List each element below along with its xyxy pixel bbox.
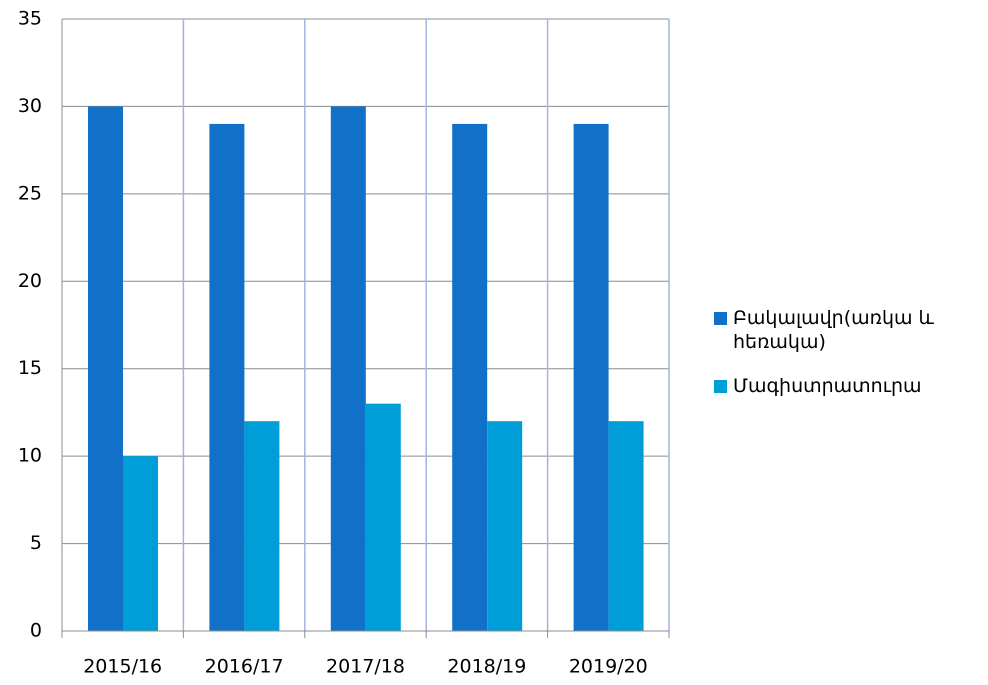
- bar: [452, 123, 488, 632]
- y-tick-label: 35: [18, 8, 42, 30]
- y-tick-label: 10: [18, 445, 42, 467]
- x-tick-label: 2018/19: [447, 656, 526, 678]
- y-tick-label: 25: [18, 182, 42, 204]
- bar: [88, 106, 123, 631]
- x-tick-label: 2015/16: [83, 656, 162, 678]
- y-tick-label: 5: [30, 532, 42, 554]
- legend: Բակալավր(առկա և հեռակա) Մագիստրատուրա: [714, 306, 984, 418]
- legend-swatch: [714, 380, 727, 393]
- legend-item: Մագիստրատուրա: [714, 374, 984, 398]
- bar: [330, 106, 366, 631]
- bar: [487, 421, 523, 631]
- bar: [608, 421, 644, 631]
- bar: [244, 421, 280, 631]
- bar: [573, 123, 609, 632]
- y-tick-label: 30: [18, 95, 42, 117]
- legend-swatch: [714, 312, 727, 325]
- y-tick-label: 0: [30, 620, 42, 642]
- legend-item: Բակալավր(առկա և հեռակա): [714, 306, 984, 354]
- y-tick-label: 20: [18, 270, 42, 292]
- legend-label: Մագիստրատուրա: [733, 375, 922, 397]
- legend-label: Բակալավր(առկա և հեռակա): [733, 307, 934, 353]
- x-tick-label: 2016/17: [205, 656, 284, 678]
- y-tick-label: 15: [18, 357, 42, 379]
- bar: [209, 123, 245, 632]
- x-tick-label: 2019/20: [569, 656, 648, 678]
- x-tick-label: 2017/18: [326, 656, 405, 678]
- bar: [365, 403, 401, 631]
- bar: [123, 456, 158, 631]
